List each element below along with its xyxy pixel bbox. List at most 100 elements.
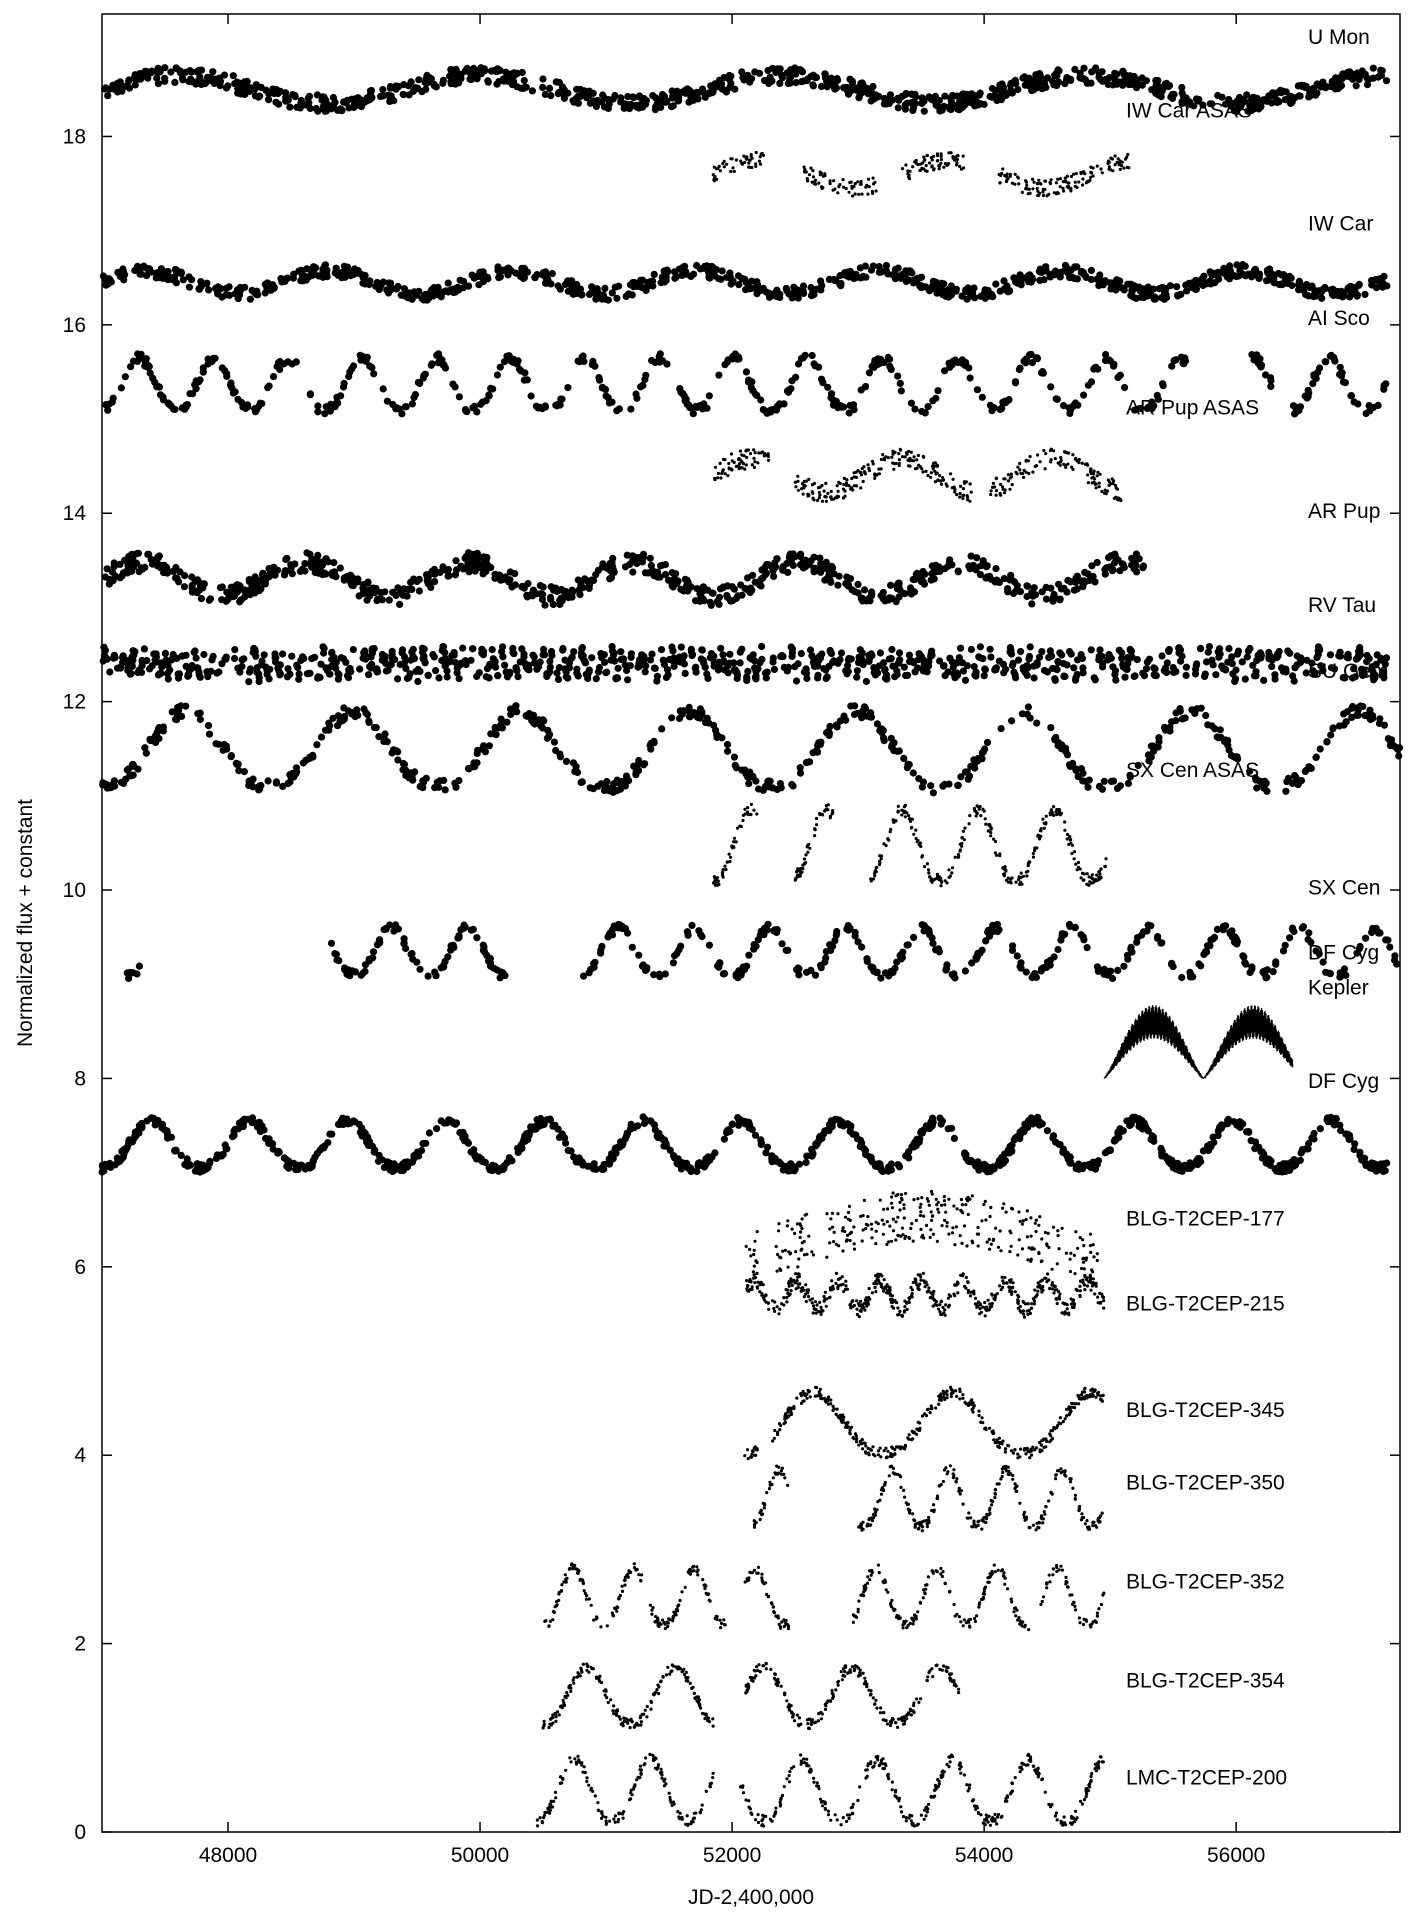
data-point xyxy=(502,68,510,76)
data-point xyxy=(939,291,947,299)
data-point xyxy=(925,154,929,158)
data-point xyxy=(758,642,766,651)
data-point xyxy=(111,654,119,662)
data-point xyxy=(932,461,936,465)
data-point xyxy=(1315,287,1323,295)
data-point xyxy=(1353,292,1361,300)
data-point xyxy=(732,169,736,173)
data-point xyxy=(1070,586,1078,594)
data-point xyxy=(1329,285,1337,293)
data-point xyxy=(822,674,830,683)
data-point xyxy=(855,653,863,661)
data-point xyxy=(1000,485,1005,489)
data-point xyxy=(808,652,816,660)
data-point xyxy=(1160,295,1168,303)
data-point xyxy=(1063,176,1067,180)
data-point xyxy=(837,480,841,484)
data-point xyxy=(911,668,919,676)
data-point xyxy=(738,449,743,453)
data-point xyxy=(987,575,995,583)
data-point xyxy=(306,104,314,113)
data-point xyxy=(381,588,389,596)
data-point xyxy=(1339,378,1348,386)
data-point xyxy=(1126,152,1130,157)
data-point xyxy=(269,373,278,381)
data-point xyxy=(920,107,928,115)
data-point xyxy=(245,668,254,676)
data-point xyxy=(137,75,145,83)
data-point xyxy=(835,484,839,488)
data-point xyxy=(1001,487,1005,491)
data-point xyxy=(1227,102,1235,110)
data-point xyxy=(1348,284,1356,292)
data-point xyxy=(941,478,946,482)
data-point xyxy=(260,651,268,659)
data-point xyxy=(1092,469,1096,473)
data-point xyxy=(1006,176,1010,180)
data-point xyxy=(879,467,883,471)
data-point xyxy=(718,461,722,465)
data-point xyxy=(888,645,896,654)
data-point xyxy=(1243,91,1251,99)
data-point xyxy=(310,263,318,271)
data-point xyxy=(981,666,989,674)
data-point xyxy=(1192,276,1200,284)
data-point xyxy=(102,401,110,409)
data-point xyxy=(731,166,735,170)
data-point xyxy=(921,470,925,474)
data-point xyxy=(1329,724,1337,732)
data-point xyxy=(449,66,457,74)
data-point xyxy=(1056,649,1064,657)
data-point xyxy=(931,467,935,471)
data-point xyxy=(924,469,928,473)
data-point xyxy=(828,390,836,398)
data-point xyxy=(383,397,391,405)
data-point xyxy=(262,86,270,94)
data-point xyxy=(989,489,993,493)
data-point xyxy=(986,401,995,409)
data-point xyxy=(1070,465,1074,469)
data-point xyxy=(962,166,966,170)
data-point xyxy=(444,288,452,296)
data-point xyxy=(1048,182,1053,186)
data-point xyxy=(517,367,525,375)
data-point xyxy=(1016,588,1025,596)
plot-frame xyxy=(101,13,1401,1833)
data-point xyxy=(656,358,664,366)
data-point xyxy=(1019,471,1023,475)
data-point xyxy=(1071,65,1079,73)
data-point xyxy=(1185,279,1193,287)
data-point xyxy=(288,652,296,660)
data-point xyxy=(529,651,537,659)
data-point xyxy=(759,284,767,292)
data-point xyxy=(746,654,754,662)
data-point xyxy=(1011,278,1020,286)
data-point xyxy=(1131,672,1139,680)
data-point xyxy=(911,405,919,413)
data-point xyxy=(844,186,848,191)
data-point xyxy=(1092,64,1100,72)
data-point xyxy=(979,557,987,565)
data-point xyxy=(961,494,965,498)
data-point xyxy=(1267,382,1275,390)
data-point xyxy=(842,482,846,487)
data-point xyxy=(314,402,322,410)
data-point xyxy=(938,474,942,478)
data-point xyxy=(1172,356,1180,364)
data-point xyxy=(541,402,549,410)
series-iw-car xyxy=(99,261,1391,304)
data-point xyxy=(299,653,307,661)
data-point xyxy=(820,185,824,189)
data-point xyxy=(334,271,342,279)
data-point xyxy=(1024,180,1029,184)
data-point xyxy=(1170,90,1178,98)
data-point xyxy=(265,382,273,390)
data-point xyxy=(939,161,943,165)
data-point xyxy=(471,567,479,575)
data-point xyxy=(1054,66,1062,74)
data-point xyxy=(1047,724,1055,732)
data-point xyxy=(634,663,642,671)
data-point xyxy=(1291,410,1299,418)
data-point xyxy=(265,96,273,104)
data-point xyxy=(727,466,731,470)
